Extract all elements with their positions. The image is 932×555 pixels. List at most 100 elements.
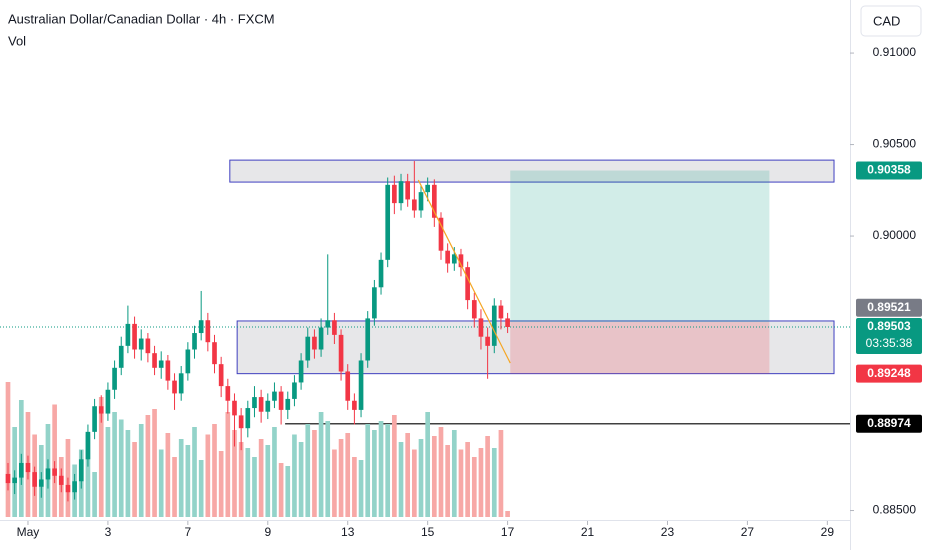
volume-bar (138, 424, 144, 517)
axes: 0.88500 0.90000 0.90500 0.91000 May 3 7 9 13 15 17… (17, 45, 922, 539)
candle-body (52, 468, 57, 476)
candle-body (225, 386, 231, 401)
stop-price-label-box (856, 364, 922, 383)
candle-body (445, 250, 450, 264)
countdown: 03:35:38 (866, 336, 913, 350)
candle-body (158, 360, 164, 368)
candle-body (18, 462, 24, 478)
volume-bar (198, 460, 204, 517)
candle-body (451, 254, 457, 264)
candle-body (272, 391, 277, 401)
chart-title: Australian Dollar/Canadian Dollar · 4h ·… (8, 11, 275, 26)
volume-bar (412, 449, 417, 517)
x-tick-label: 15 (421, 525, 435, 539)
candle-body (298, 360, 304, 383)
marker-price-label-box (856, 298, 922, 317)
candle-body (278, 391, 284, 410)
candle-body (118, 345, 124, 368)
volume-bar (398, 442, 404, 517)
volume-bar (52, 404, 57, 517)
candle-body (465, 267, 470, 301)
candle-body (218, 364, 224, 387)
volume-bar (112, 412, 117, 517)
candle-body (418, 192, 424, 211)
currency-label[interactable]: CAD (873, 13, 900, 28)
volume-bar (158, 449, 164, 517)
candle-body (305, 336, 311, 361)
candle-body (12, 477, 17, 484)
volume-bar (152, 409, 157, 517)
candle-body (58, 475, 64, 485)
candle-body (332, 320, 337, 335)
candle-body (245, 408, 251, 429)
x-tick-label: 29 (821, 525, 835, 539)
profit-area (510, 170, 770, 323)
candles (5, 161, 510, 502)
candle-body (258, 397, 264, 412)
candle-body (205, 320, 211, 343)
candle-body (98, 406, 104, 414)
volume-bar (272, 427, 277, 517)
loss-area (510, 322, 770, 374)
candle-body (198, 320, 204, 334)
candle-body (65, 484, 71, 493)
volume-bar (392, 415, 397, 517)
volume-bar (212, 424, 217, 517)
volume-bar (365, 424, 371, 517)
candle-body (32, 472, 37, 487)
candle-body (178, 373, 184, 394)
volume-bar (285, 466, 291, 517)
y-tick-label: 0.88500 (873, 503, 917, 517)
volume-bar (85, 434, 91, 517)
volume-bar (485, 436, 490, 517)
volume-bar (498, 430, 504, 517)
current-price-box (856, 318, 922, 355)
volume-bar (425, 412, 430, 517)
volume-bar (372, 430, 377, 517)
candle-body (378, 259, 384, 288)
x-tick-label: 13 (341, 525, 355, 539)
volume-bar (225, 412, 231, 517)
candle-body (152, 353, 157, 368)
volume-bar (345, 433, 351, 517)
candle-body (385, 184, 391, 260)
volume-bar (98, 397, 104, 517)
candle-body (431, 184, 437, 218)
volume-bar (298, 442, 304, 517)
candle-body (252, 397, 257, 409)
currency-button[interactable] (860, 5, 922, 37)
candle-body (352, 400, 357, 410)
candle-body (145, 338, 151, 354)
candle-body (405, 181, 411, 200)
candle-body (392, 184, 397, 204)
candle-body (292, 382, 297, 399)
candle-body (38, 479, 44, 487)
candle-body (172, 380, 177, 394)
candle-body (112, 367, 117, 390)
x-tick-label: 23 (661, 525, 675, 539)
candle-body (25, 462, 31, 473)
target-price-label-box (856, 161, 922, 180)
volume-bar (318, 412, 324, 517)
volume-label: Vol (8, 33, 26, 48)
volume-bar (118, 419, 124, 517)
candle-body (212, 342, 217, 365)
volume-bar (258, 439, 264, 517)
candle-body (325, 320, 331, 328)
volume-bar (405, 433, 411, 517)
candle-body (238, 415, 244, 429)
volume-bar (5, 382, 11, 517)
candle-body (471, 300, 477, 319)
volume-bar (478, 448, 484, 517)
x-tick-label: 9 (264, 525, 271, 539)
volume-bar (92, 472, 97, 517)
candle-body (498, 305, 504, 319)
zone (236, 320, 835, 375)
volume-bar (192, 427, 197, 517)
hline-price-label-box (856, 414, 922, 433)
volume-bar (265, 445, 271, 517)
candle-body (485, 336, 490, 346)
candle-body (45, 468, 51, 480)
volume-bar (278, 463, 284, 517)
